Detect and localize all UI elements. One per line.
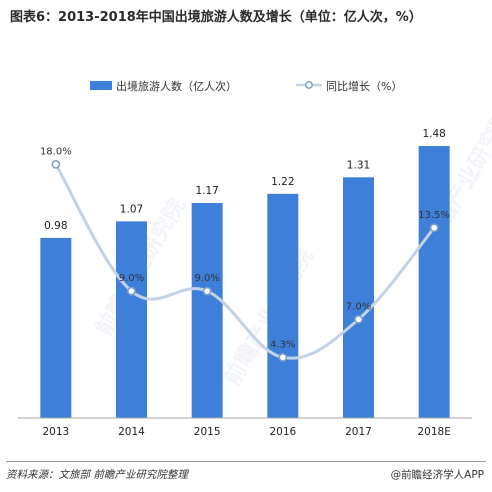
- bar-2018E: [418, 146, 450, 419]
- x-tick-label-2016: 2016: [269, 426, 296, 438]
- growth-point-2016: [278, 353, 288, 362]
- bar-value-label-2017: 1.31: [347, 159, 370, 171]
- x-tick-label-2013: 2013: [42, 426, 69, 438]
- bar-value-label-2013: 0.98: [44, 220, 67, 232]
- bar-value-label-2015: 1.17: [195, 185, 218, 197]
- growth-point-2014: [127, 286, 136, 296]
- growth-label-2014: 9.0%: [119, 273, 144, 284]
- bar-2014: [116, 221, 147, 418]
- legend: 出境旅游人数（亿人次） 同比增长（%）: [0, 77, 492, 93]
- growth-point-2013: [51, 159, 61, 169]
- growth-line: [54, 163, 436, 360]
- bar-2013: [40, 237, 72, 418]
- bar-2017: [343, 177, 374, 418]
- legend-line-label: 同比增长（%）: [326, 80, 403, 93]
- growth-label-2018E: 13.5%: [418, 210, 450, 221]
- growth-point-2017: [354, 314, 363, 324]
- legend-line-swatch: [296, 81, 322, 89]
- source-note: 资料来源：文旅部 前瞻产业研究院整理: [6, 469, 188, 481]
- bar-value-label-2014: 1.07: [120, 203, 143, 215]
- x-tick-label-2014: 2014: [118, 426, 145, 438]
- bar-value-label-2018E: 1.48: [422, 128, 445, 140]
- growth-label-2013: 18.0%: [40, 146, 72, 157]
- growth-label-2016: 4.3%: [270, 339, 295, 350]
- bar-value-label-2016: 1.22: [271, 176, 294, 188]
- legend-bar-swatch: [90, 81, 112, 90]
- footer-divider: [6, 461, 486, 462]
- brand-label: @前瞻经济学人APP: [390, 469, 484, 481]
- growth-label-2015: 9.0%: [194, 273, 219, 284]
- bar-2016: [267, 193, 299, 418]
- x-tick-label-2015: 2015: [194, 426, 221, 438]
- growth-point-2015: [202, 286, 212, 296]
- x-tick-label-2017: 2017: [345, 426, 372, 438]
- growth-point-2018E: [429, 223, 439, 233]
- x-tick-label-2018E: 2018E: [417, 426, 450, 438]
- chart-title: 图表6：2013-2018年中国出境旅游人数及增长（单位：亿人次，%）: [10, 10, 422, 25]
- growth-label-2017: 7.0%: [346, 301, 371, 312]
- legend-bar-label: 出境旅游人数（亿人次）: [116, 80, 237, 93]
- bar-2015: [191, 203, 223, 418]
